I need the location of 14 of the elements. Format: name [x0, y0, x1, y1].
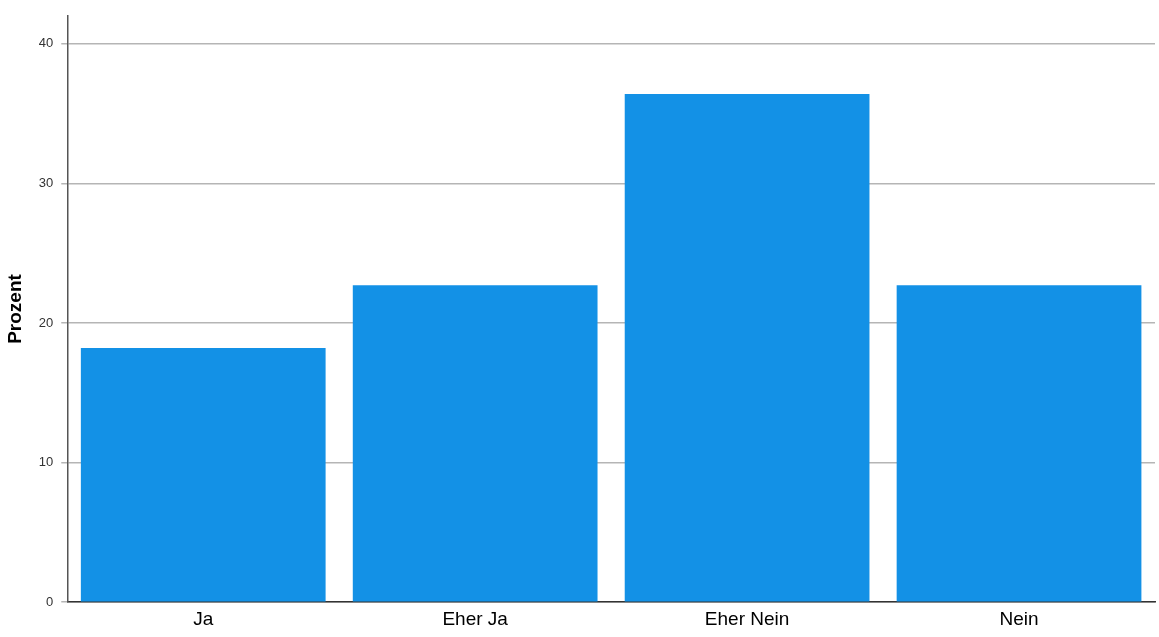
y-tick-label: 40: [38, 35, 54, 51]
bar: [352, 285, 598, 602]
y-axis-title: Prozent: [3, 273, 25, 344]
x-tick-label: Ja: [193, 607, 214, 629]
y-tick-label: 10: [38, 454, 54, 470]
y-tick-label: 30: [38, 174, 54, 190]
bar: [896, 285, 1142, 602]
bar: [624, 93, 870, 602]
x-tick-label: Eher Ja: [442, 607, 509, 629]
x-tick-label: Eher Nein: [704, 607, 790, 629]
x-tick-label: Nein: [999, 607, 1039, 629]
bar: [80, 348, 326, 602]
y-tick-label: 0: [46, 593, 54, 609]
y-tick-label: 20: [38, 314, 54, 330]
